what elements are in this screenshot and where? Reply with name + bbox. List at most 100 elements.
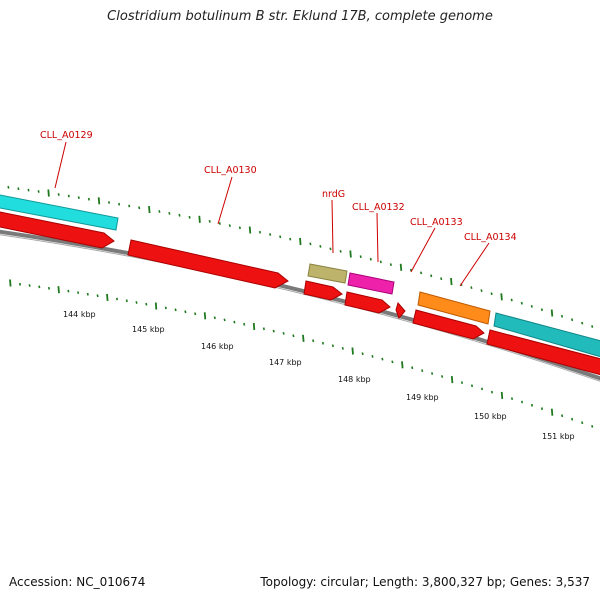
minor-tick: [420, 271, 423, 275]
major-tick: [106, 293, 109, 301]
gene-bar-nrdG: [307, 263, 348, 284]
major-tick: [500, 293, 503, 301]
minor-tick: [369, 257, 372, 261]
minor-tick: [379, 260, 382, 264]
minor-tick: [431, 372, 434, 375]
minor-tick: [581, 321, 584, 325]
minor-tick: [470, 286, 473, 289]
major-tick: [154, 302, 158, 310]
minor-tick: [96, 294, 99, 298]
minor-tick: [272, 329, 275, 333]
major-tick: [248, 226, 252, 234]
minor-tick: [530, 403, 534, 407]
major-tick: [203, 312, 207, 320]
minor-tick: [571, 417, 574, 421]
kbp-label-145: 145 kbp: [132, 325, 165, 334]
minor-tick: [47, 286, 51, 290]
minor-tick: [238, 226, 241, 230]
minor-tick: [571, 318, 574, 322]
minor-tick: [135, 301, 138, 304]
minor-tick: [289, 237, 292, 241]
cds-arrow-1: [0, 211, 115, 249]
minor-tick: [309, 242, 312, 246]
cds-arrow-3: [303, 280, 343, 301]
label-leaders: [54, 141, 490, 287]
leader-nrdG: [331, 199, 334, 254]
major-tick: [349, 250, 352, 258]
major-tick: [550, 408, 554, 416]
minor-tick: [480, 289, 483, 292]
cds-arrow-4: [344, 291, 391, 314]
major-tick: [198, 215, 201, 223]
major-tick: [401, 361, 404, 369]
minor-tick: [223, 318, 226, 322]
minor-tick: [520, 301, 523, 305]
minor-tick: [107, 201, 111, 204]
minor-tick: [441, 375, 444, 378]
gene-bar-cyan: [0, 194, 119, 231]
minor-tick: [208, 220, 211, 223]
minor-tick: [361, 352, 364, 356]
minor-tick: [480, 387, 484, 391]
gene-bar-teal: [493, 312, 600, 358]
major-tick: [97, 197, 101, 205]
minor-tick: [510, 397, 514, 400]
minor-tick: [421, 369, 424, 372]
minor-tick: [168, 212, 171, 215]
kbp-label-146: 146 kbp: [201, 342, 234, 351]
minor-tick: [591, 325, 594, 328]
minor-tick: [470, 384, 474, 388]
minor-tick: [218, 222, 221, 225]
minor-tick: [510, 298, 513, 302]
minor-tick: [440, 277, 443, 281]
cds-arrow-6: [412, 309, 485, 340]
minor-tick: [371, 355, 374, 358]
minor-tick: [77, 196, 80, 199]
minor-tick: [292, 334, 295, 338]
minor-tick: [125, 299, 128, 303]
minor-tick: [339, 250, 342, 253]
minor-tick: [312, 339, 315, 343]
leader-CLL_A0130: [217, 176, 233, 225]
major-tick: [148, 206, 151, 214]
minor-tick: [591, 425, 594, 428]
minor-tick: [115, 297, 119, 301]
minor-tick: [321, 341, 325, 345]
gene-label-CLL_A0133: CLL_A0133: [410, 217, 463, 228]
minor-tick: [269, 233, 272, 236]
kbp-label-148: 148 kbp: [338, 375, 371, 384]
kbp-label-144: 144 kbp: [63, 310, 96, 319]
minor-tick: [329, 247, 332, 251]
major-tick: [351, 347, 354, 355]
kbp-label-149: 149 kbp: [406, 393, 439, 402]
genome-title: Clostridium botulinum B str. Eklund 17B,…: [107, 9, 493, 24]
minor-tick: [188, 215, 191, 219]
minor-tick: [581, 421, 584, 425]
kbp-label-147: 147 kbp: [269, 358, 302, 367]
gene-label-CLL_A0134: CLL_A0134: [464, 232, 517, 243]
outer-tick-ring: [7, 185, 594, 328]
minor-tick: [164, 306, 167, 310]
leader-CLL_A0133: [410, 227, 436, 273]
minor-tick: [381, 357, 384, 361]
minor-tick: [158, 210, 161, 213]
minor-tick: [341, 347, 344, 350]
genome-summary-text: Topology: circular; Length: 3,800,327 bp…: [260, 575, 590, 589]
accession-text: Accession: NC_010674: [9, 575, 146, 589]
kbp-label-150: 150 kbp: [474, 412, 507, 421]
minor-tick: [87, 197, 90, 201]
minor-tick: [279, 235, 282, 239]
leader-CLL_A0129: [54, 141, 67, 189]
minor-tick: [359, 255, 362, 258]
major-tick: [47, 189, 50, 197]
minor-tick: [520, 400, 524, 404]
gene-label-nrdG: nrdG: [322, 189, 345, 200]
minor-tick: [178, 213, 181, 217]
cds-arrow-7: [486, 329, 600, 376]
minor-tick: [391, 360, 394, 364]
minor-tick: [118, 202, 121, 206]
minor-tick: [67, 289, 70, 293]
minor-tick: [561, 414, 564, 418]
gene-bar-CLL_A0132: [347, 272, 395, 295]
minor-tick: [27, 188, 30, 192]
